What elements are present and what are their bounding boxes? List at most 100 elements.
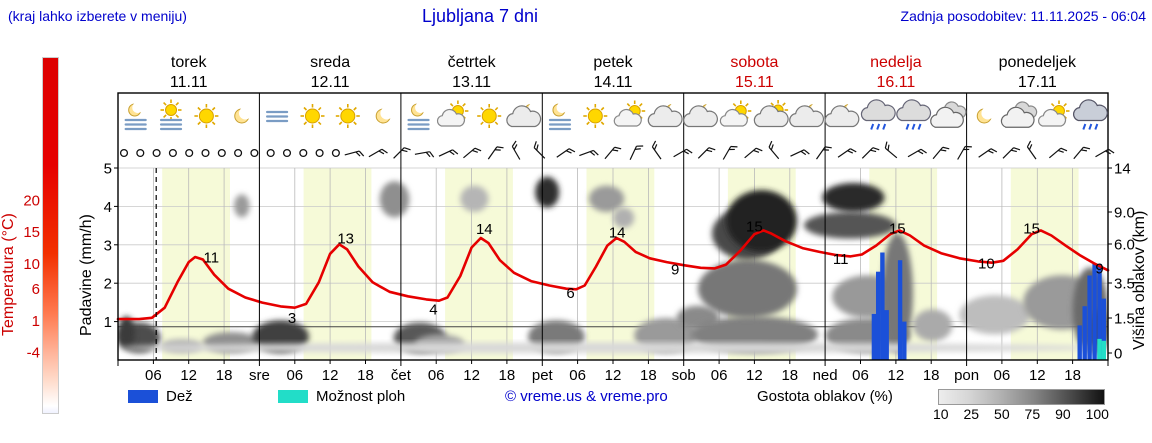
cloud-density-scale [938, 389, 1105, 405]
wind-calm-icon [331, 148, 340, 158]
svg-text:četrtek: četrtek [448, 54, 497, 71]
weather-icon-fog [266, 110, 289, 123]
svg-text:11: 11 [204, 250, 220, 267]
wind-barb-icon [533, 141, 546, 159]
svg-text:10: 10 [23, 256, 40, 273]
weather-icon-fog-moon [407, 102, 430, 131]
wind-calm-icon [250, 148, 259, 158]
precip-layer [871, 252, 1106, 360]
svg-text:18: 18 [357, 367, 374, 384]
svg-text:9: 9 [1095, 260, 1103, 277]
svg-text:9: 9 [671, 262, 679, 279]
svg-text:12: 12 [463, 367, 480, 384]
weather-icon-cloudy [930, 101, 967, 128]
wind-barb-icon [978, 148, 998, 158]
svg-text:06: 06 [286, 367, 303, 384]
weather-icon-cloud-moon [789, 102, 824, 128]
svg-text:06: 06 [569, 367, 586, 384]
wind-calm-icon [168, 148, 177, 158]
svg-text:11: 11 [833, 251, 849, 268]
svg-text:sobota: sobota [730, 54, 778, 71]
svg-text:18: 18 [216, 367, 233, 384]
wind-barb-icon [957, 145, 972, 160]
svg-text:pet: pet [532, 367, 554, 384]
wind-barb-icon [604, 146, 622, 160]
wind-barb-icon [861, 147, 880, 159]
wind-barb-icon [344, 150, 365, 157]
weather-icon-partly [719, 100, 752, 127]
svg-text:čet: čet [391, 367, 412, 384]
temperature-colorbar [42, 57, 59, 414]
weather-icon-sun [583, 104, 608, 128]
wind-calm-icon [315, 148, 324, 158]
weather-icon-fog-moon [124, 102, 147, 131]
wind-barb-icon [651, 140, 662, 160]
last-updated: Zadnja posodobitev: 11.11.2025 - 06:04 [900, 8, 1146, 24]
svg-text:18: 18 [499, 367, 516, 384]
density-tick: 50 [994, 406, 1010, 422]
svg-text:06: 06 [852, 367, 869, 384]
density-tick: 75 [1024, 406, 1041, 422]
wind-barb-icon [697, 147, 716, 159]
wind-barb-icon [579, 149, 599, 157]
svg-text:12: 12 [605, 367, 622, 384]
svg-text:5: 5 [104, 161, 112, 178]
cloud-density-ticks: 10 25 50 75 90 100 [933, 406, 1109, 422]
wind-barb-icon [884, 141, 898, 159]
wind-calm-icon [136, 148, 145, 158]
wind-barb-icon [556, 148, 576, 158]
svg-text:nedelja: nedelja [870, 54, 922, 71]
wind-barb-icon [790, 149, 810, 157]
svg-text:sre: sre [249, 367, 270, 384]
wind-barb-icon [463, 147, 482, 159]
weather-icon-cloud-moon [683, 102, 718, 128]
density-tick: 10 [933, 406, 949, 422]
wind-barb-icon [511, 140, 521, 160]
svg-text:16.11: 16.11 [876, 74, 915, 91]
wind-calm-icon [201, 148, 210, 158]
svg-text:12.11: 12.11 [311, 74, 350, 91]
svg-text:1.5: 1.5 [1114, 311, 1135, 328]
svg-text:3: 3 [104, 237, 112, 254]
weather-icon-rain [1072, 99, 1108, 130]
wind-barb-icon [673, 148, 693, 158]
svg-text:14: 14 [1114, 161, 1131, 178]
wind-barb-icon [1026, 140, 1037, 160]
wind-calm-icon [282, 148, 292, 158]
svg-text:6: 6 [566, 285, 574, 302]
wind-barb-icon [1048, 147, 1068, 159]
svg-text:12: 12 [746, 367, 763, 384]
svg-text:petek: petek [593, 54, 633, 71]
weather-icon-sun [335, 104, 360, 128]
weather-icon-partly [1037, 100, 1070, 127]
weather-icon-moon [976, 106, 994, 124]
wind-calm-icon [119, 148, 129, 158]
svg-text:3.5: 3.5 [1114, 276, 1135, 293]
weather-icon-sun [477, 104, 502, 128]
svg-text:12: 12 [180, 367, 197, 384]
svg-text:9.0: 9.0 [1114, 205, 1135, 222]
svg-text:14.11: 14.11 [594, 74, 633, 91]
svg-text:06: 06 [711, 367, 728, 384]
svg-text:14: 14 [476, 221, 493, 238]
showers-swatch [278, 390, 308, 403]
svg-text:15: 15 [1023, 221, 1040, 238]
svg-text:17.11: 17.11 [1018, 74, 1057, 91]
copyright: © vreme.us & vreme.pro [505, 388, 668, 405]
wind-barb-icon [837, 148, 857, 158]
weather-icon-fog-moon [548, 102, 572, 131]
weather-icon-moon [375, 106, 394, 124]
svg-text:18: 18 [923, 367, 940, 384]
temperature-curve [116, 229, 1110, 321]
svg-text:12: 12 [888, 367, 905, 384]
wind-barb-icon [744, 147, 763, 159]
density-tick: 100 [1085, 406, 1109, 422]
wind-calm-icon [152, 148, 161, 158]
svg-text:18: 18 [781, 367, 798, 384]
svg-text:12: 12 [1029, 367, 1046, 384]
wind-calm-icon [299, 148, 308, 158]
svg-text:20: 20 [23, 193, 40, 210]
svg-text:0: 0 [1114, 346, 1122, 363]
svg-text:6.0: 6.0 [1114, 237, 1135, 254]
